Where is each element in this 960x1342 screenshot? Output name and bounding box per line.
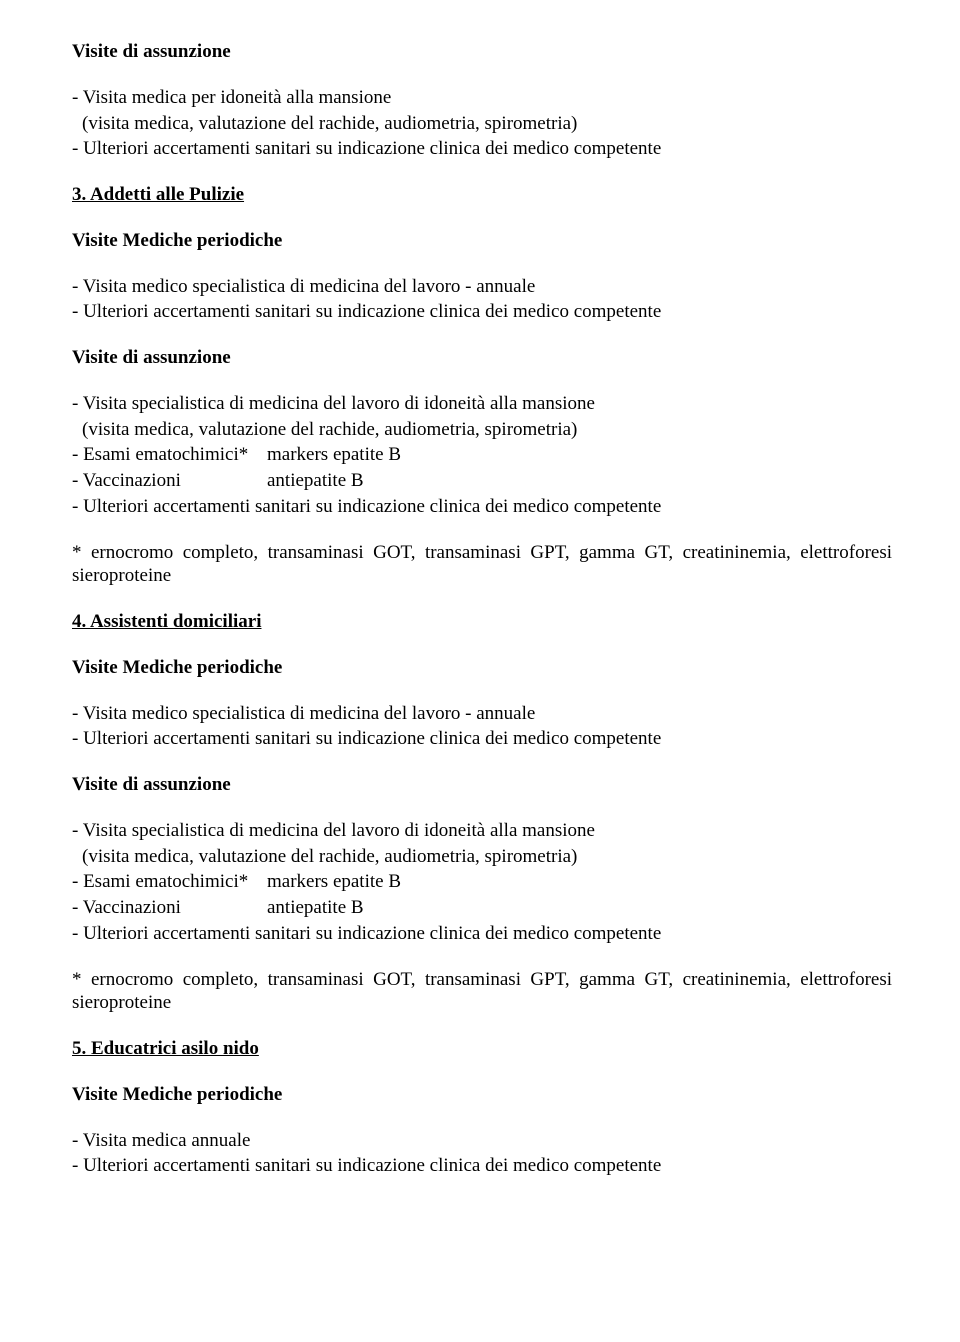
list-item: - Ulteriori accertamenti sanitari su ind…	[72, 137, 892, 161]
heading-assunzione: Visite di assunzione	[72, 346, 892, 370]
item-value: antiepatite B	[267, 896, 364, 920]
list-item-sub: (visita medica, valutazione del rachide,…	[72, 418, 892, 442]
list-item: - Esami ematochimici* markers epatite B	[72, 443, 892, 467]
section-5: 5. Educatrici asilo nido Visite Mediche …	[72, 1037, 892, 1178]
heading-periodiche: Visite Mediche periodiche	[72, 229, 892, 253]
item-value: markers epatite B	[267, 870, 401, 894]
list-item: - Esami ematochimici* markers epatite B	[72, 870, 892, 894]
section-3: 3. Addetti alle Pulizie Visite Mediche p…	[72, 183, 892, 588]
item-label: - Esami ematochimici*	[72, 443, 267, 467]
list-item: - Visita medico specialistica di medicin…	[72, 702, 892, 726]
section-4: 4. Assistenti domiciliari Visite Mediche…	[72, 610, 892, 1015]
list-periodiche: - Visita medica annuale - Ulteriori acce…	[72, 1129, 892, 1179]
list-item: - Ulteriori accertamenti sanitari su ind…	[72, 300, 892, 324]
list-item: - Ulteriori accertamenti sanitari su ind…	[72, 922, 892, 946]
list-item-sub: (visita medica, valutazione del rachide,…	[72, 112, 892, 136]
item-label: - Esami ematochimici*	[72, 870, 267, 894]
section-top: Visite di assunzione - Visita medica per…	[72, 40, 892, 161]
item-label: - Vaccinazioni	[72, 896, 267, 920]
heading-assunzione: Visite di assunzione	[72, 40, 892, 64]
heading-assunzione: Visite di assunzione	[72, 773, 892, 797]
list-item: - Ulteriori accertamenti sanitari su ind…	[72, 727, 892, 751]
item-label: - Vaccinazioni	[72, 469, 267, 493]
list-periodiche: - Visita medico specialistica di medicin…	[72, 275, 892, 325]
list-item: - Visita specialistica di medicina del l…	[72, 392, 892, 416]
heading-periodiche: Visite Mediche periodiche	[72, 1083, 892, 1107]
footnote: * ernocromo completo, transaminasi GOT, …	[72, 541, 892, 589]
list-assunzione: - Visita specialistica di medicina del l…	[72, 392, 892, 519]
section-title: 3. Addetti alle Pulizie	[72, 183, 892, 207]
list-item: - Ulteriori accertamenti sanitari su ind…	[72, 1154, 892, 1178]
footnote: * ernocromo completo, transaminasi GOT, …	[72, 968, 892, 1016]
item-value: markers epatite B	[267, 443, 401, 467]
list-item: - Vaccinazioni antiepatite B	[72, 469, 892, 493]
heading-periodiche: Visite Mediche periodiche	[72, 656, 892, 680]
list-assunzione: - Visita medica per idoneità alla mansio…	[72, 86, 892, 161]
list-item-sub: (visita medica, valutazione del rachide,…	[72, 845, 892, 869]
list-periodiche: - Visita medico specialistica di medicin…	[72, 702, 892, 752]
list-item: - Ulteriori accertamenti sanitari su ind…	[72, 495, 892, 519]
list-item: - Visita specialistica di medicina del l…	[72, 819, 892, 843]
list-item: - Visita medica per idoneità alla mansio…	[72, 86, 892, 110]
list-item: - Visita medica annuale	[72, 1129, 892, 1153]
item-value: antiepatite B	[267, 469, 364, 493]
section-title: 4. Assistenti domiciliari	[72, 610, 892, 634]
section-title: 5. Educatrici asilo nido	[72, 1037, 892, 1061]
list-item: - Visita medico specialistica di medicin…	[72, 275, 892, 299]
list-assunzione: - Visita specialistica di medicina del l…	[72, 819, 892, 946]
list-item: - Vaccinazioni antiepatite B	[72, 896, 892, 920]
